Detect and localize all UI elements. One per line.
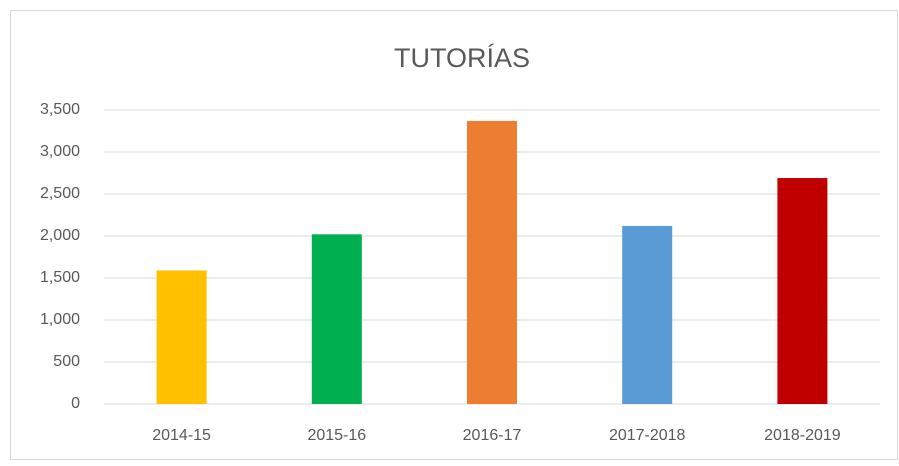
y-tick-label: 2,500 bbox=[40, 185, 80, 202]
x-tick-label: 2018-2019 bbox=[764, 427, 841, 444]
chart-frame bbox=[10, 10, 898, 460]
y-tick-label: 2,000 bbox=[40, 227, 80, 244]
x-tick-label: 2014-15 bbox=[152, 427, 211, 444]
bar bbox=[622, 225, 673, 404]
bar bbox=[156, 270, 207, 404]
bar bbox=[311, 234, 362, 404]
y-tick-label: 3,500 bbox=[40, 101, 80, 118]
y-tick-label: 1,500 bbox=[40, 269, 80, 286]
y-tick-label: 1,000 bbox=[40, 311, 80, 328]
bar bbox=[467, 120, 517, 405]
bar bbox=[777, 178, 828, 404]
y-tick-label: 3,000 bbox=[40, 143, 80, 160]
y-tick-label: 500 bbox=[53, 353, 80, 370]
x-tick-label: 2017-2018 bbox=[609, 427, 686, 444]
y-tick-label: 0 bbox=[71, 395, 80, 412]
chart-title: TUTORÍAS bbox=[394, 43, 530, 73]
x-tick-label: 2015-16 bbox=[307, 427, 366, 444]
x-tick-label: 2016-17 bbox=[463, 427, 522, 444]
